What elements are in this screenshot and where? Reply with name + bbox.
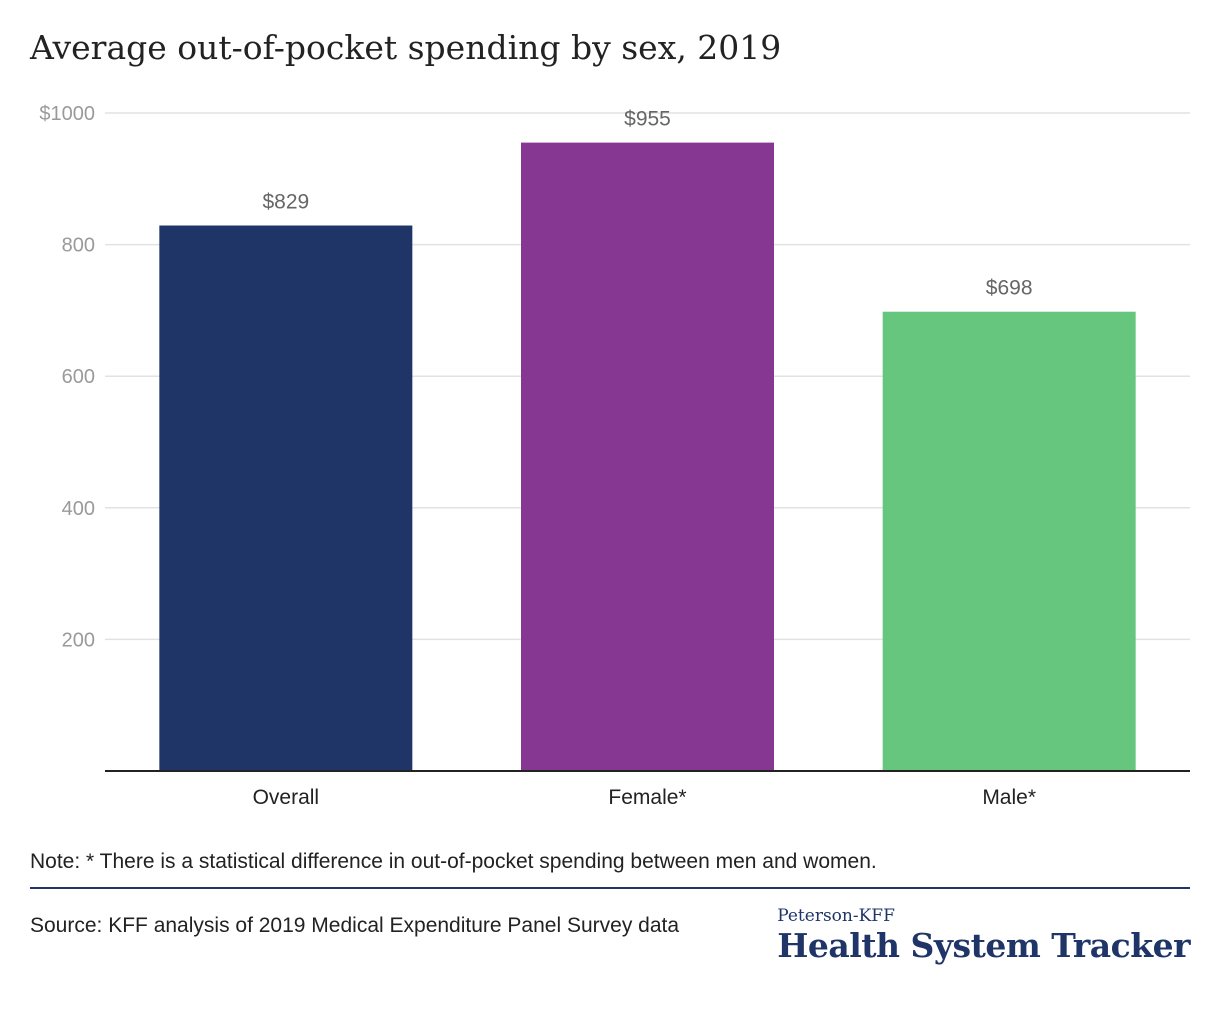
chart-title: Average out-of-pocket spending by sex, 2… (30, 28, 782, 67)
bar-male (882, 311, 1136, 771)
y-tick-label: 200 (62, 629, 95, 651)
y-tick-label: $1000 (39, 103, 95, 125)
bar-chart: 200 400 600 800 $1000 $829 $955 $698 Overall Fe… (39, 103, 1190, 809)
x-tick-label: Female* (608, 786, 686, 809)
bars (159, 142, 1136, 772)
data-labels: $829 $955 $698 (262, 108, 1032, 300)
bar-overall (159, 225, 413, 771)
data-label: $698 (986, 277, 1033, 300)
x-axis-tick-labels: Overall Female* Male* (253, 786, 1036, 809)
data-label: $829 (262, 191, 309, 214)
brand-title: Health System Tracker (777, 926, 1190, 965)
x-tick-label: Overall (253, 786, 320, 809)
footnote: Note: * There is a statistical differenc… (30, 850, 877, 873)
x-tick-label: Male* (982, 786, 1036, 809)
data-label: $955 (624, 108, 671, 131)
bar-female (521, 142, 774, 772)
divider (30, 887, 1190, 889)
brand-subtitle: Peterson-KFF (777, 906, 895, 926)
brand-logo: Peterson-KFF Health System Tracker (777, 906, 1190, 966)
y-tick-label: 600 (62, 366, 95, 388)
y-axis-tick-labels: 200 400 600 800 $1000 (39, 103, 95, 651)
y-tick-label: 400 (62, 498, 95, 520)
y-tick-label: 800 (62, 235, 95, 257)
source-text: Source: KFF analysis of 2019 Medical Exp… (30, 914, 680, 937)
